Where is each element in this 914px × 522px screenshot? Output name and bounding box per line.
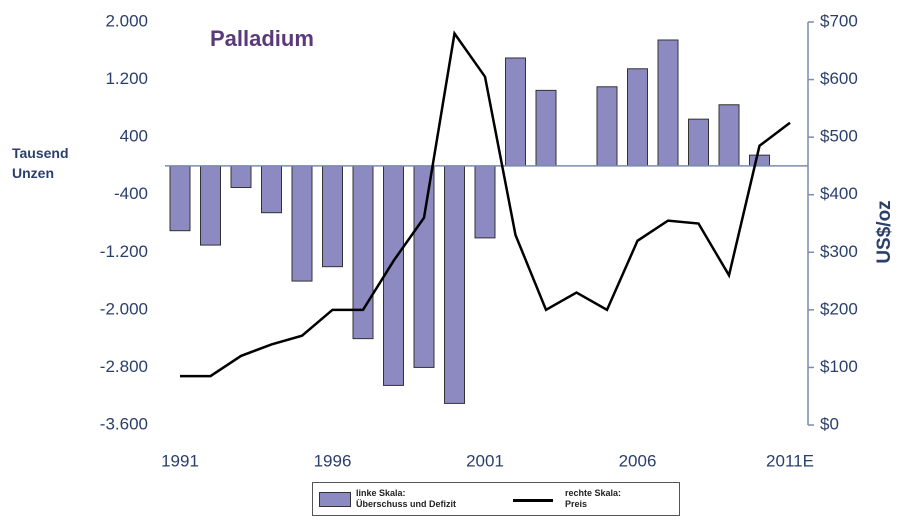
bar [322, 165, 343, 268]
bar [291, 165, 313, 282]
y-tick-label: -2.000 [100, 299, 148, 318]
x-tick-label: 1991 [161, 451, 199, 470]
legend-label: linke Skala: Überschuss und Defizit [356, 488, 457, 509]
bar [169, 165, 191, 232]
y-tick-label: 1.200 [105, 69, 148, 88]
bar [688, 118, 709, 167]
y-tick-label: -1.200 [100, 242, 148, 261]
bar [596, 86, 618, 167]
price-line [180, 30, 791, 378]
bar [444, 165, 465, 404]
bar [749, 154, 770, 167]
bar [413, 165, 435, 368]
y2-tick-label: $0 [820, 414, 839, 433]
y2-tick-label: $300 [820, 242, 858, 261]
bar [474, 165, 496, 239]
legend-swatch [319, 492, 351, 507]
bar [535, 89, 557, 167]
y2-axis-label: US$/oz [874, 200, 895, 263]
x-tick-label: 2006 [619, 451, 657, 470]
bar [657, 39, 679, 167]
y-tick-label: -2.800 [100, 357, 148, 376]
bar [627, 68, 648, 167]
y2-tick-label: $400 [820, 184, 858, 203]
bar [505, 57, 526, 167]
y2-tick-label: $100 [820, 357, 858, 376]
y-tick-label: -3.600 [100, 414, 148, 433]
y2-tick-label: $600 [820, 69, 858, 88]
x-tick-label: 1996 [314, 451, 352, 470]
x-tick-label: 2001 [466, 451, 504, 470]
y-tick-label: 2.000 [105, 11, 148, 30]
bar [261, 165, 282, 214]
y-axis-label: Tausend Unzen [12, 145, 69, 181]
chart-title: Palladium [210, 26, 314, 51]
bar [352, 165, 374, 340]
y2-tick-label: $700 [820, 11, 858, 30]
legend: linke Skala: Überschuss und Defizit rech… [312, 482, 680, 516]
legend-label: rechte Skala: Preis [565, 488, 622, 509]
y-tick-label: 400 [120, 127, 148, 146]
bar [383, 165, 404, 386]
x-tick-label: 2011E [766, 451, 814, 470]
bar [200, 165, 221, 246]
y2-tick-label: $500 [820, 127, 858, 146]
y2-tick-label: $200 [820, 299, 858, 318]
bar [718, 104, 740, 167]
y-tick-label: -400 [114, 184, 148, 203]
legend-swatch [513, 499, 553, 502]
bar [230, 165, 252, 189]
